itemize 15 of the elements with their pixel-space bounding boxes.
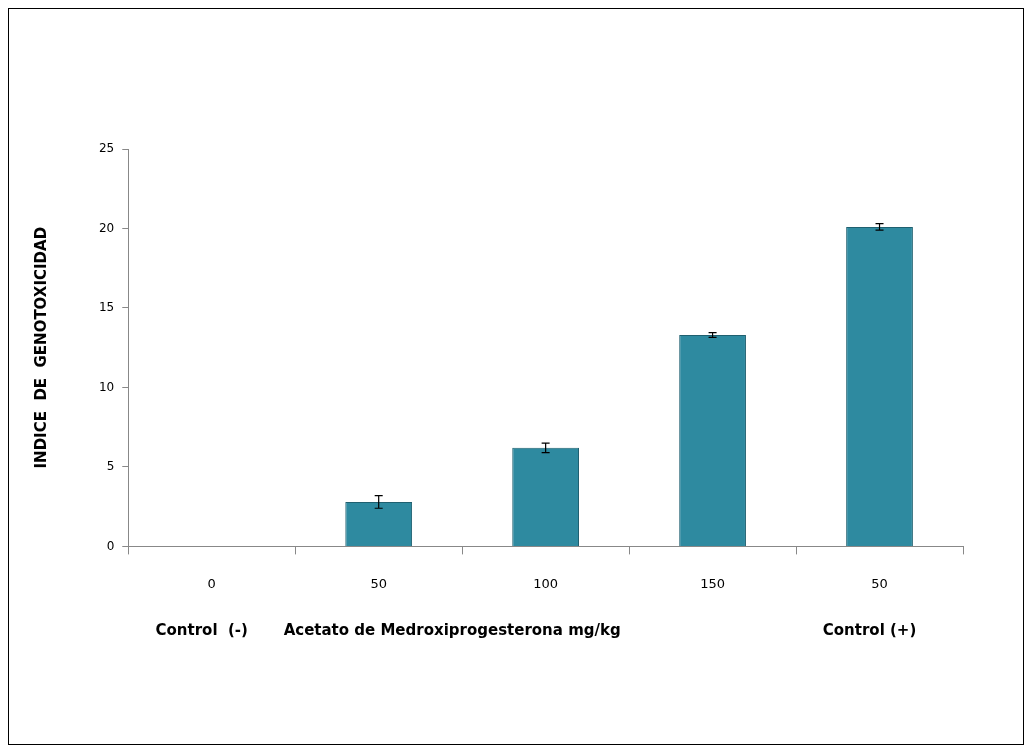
y-tick-label: 5 xyxy=(106,459,115,474)
x-tick-label: 100 xyxy=(533,575,559,591)
y-tick-label: 15 xyxy=(98,300,115,315)
x-axis-title: Acetato de Medroxiprogesterona mg/kg xyxy=(283,621,621,640)
y-axis-title: INDICE DE GENOTOXICIDAD xyxy=(31,226,50,469)
y-tick-label: 25 xyxy=(98,141,115,156)
y-tick-label: 10 xyxy=(98,379,115,394)
x-tick-label: 50 xyxy=(871,575,888,591)
y-tick-label: 0 xyxy=(106,538,115,553)
y-tick-label: 20 xyxy=(98,220,115,235)
text: Control (-) xyxy=(155,621,248,640)
x-tick-label: 150 xyxy=(700,575,725,591)
x-tick-label: 0 xyxy=(207,575,216,591)
x-tick-label: 50 xyxy=(370,575,387,591)
text: Control (+) xyxy=(822,621,917,640)
